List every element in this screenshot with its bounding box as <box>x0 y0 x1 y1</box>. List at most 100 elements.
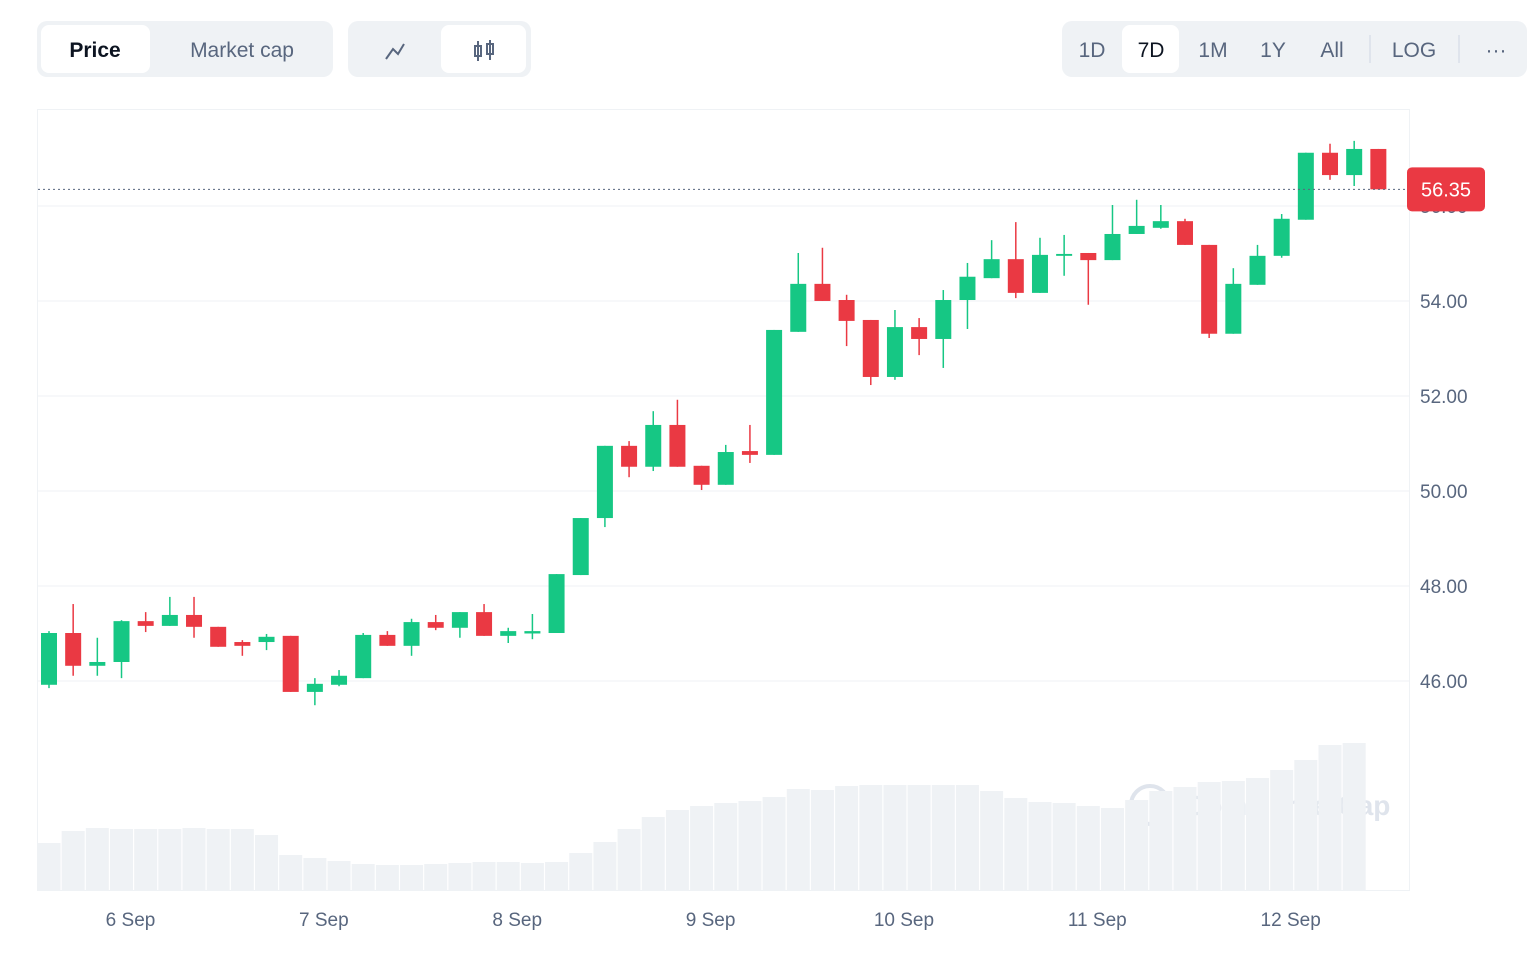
scale-button[interactable]: LOG <box>1392 39 1436 62</box>
volume-bar <box>1294 760 1318 890</box>
candle-body <box>1056 253 1073 256</box>
candle-body <box>524 631 541 634</box>
last-price-tag <box>1407 167 1485 212</box>
volume-bar <box>786 789 810 890</box>
volume-bar <box>182 828 206 890</box>
volume-bar <box>859 785 883 890</box>
candle-body <box>41 633 57 685</box>
candle-body <box>959 276 976 301</box>
candle-body <box>500 631 517 636</box>
volume-bar <box>545 862 569 890</box>
volume-bar <box>593 842 617 890</box>
volume-bar <box>279 855 303 890</box>
tab-active[interactable] <box>41 25 150 73</box>
candle-body <box>790 283 807 332</box>
y-tick-label: 52.00 <box>1420 387 1468 408</box>
volume-bar <box>762 797 786 890</box>
candle-body <box>234 642 251 646</box>
volume-bar <box>255 835 279 890</box>
volume-bar <box>351 864 375 890</box>
tab[interactable]: Price <box>69 39 120 62</box>
volume-bar <box>1318 745 1342 890</box>
volume-bar <box>1125 800 1149 890</box>
candle-body <box>1273 218 1290 256</box>
candle-body <box>1370 148 1387 190</box>
candle-body <box>476 612 493 636</box>
candle-icon[interactable] <box>474 40 494 61</box>
candle-body <box>717 452 734 485</box>
volume-bar <box>134 829 158 890</box>
volume-bar <box>424 864 448 890</box>
line-icon[interactable] <box>385 43 405 60</box>
range-active[interactable] <box>1122 25 1179 73</box>
candle-body <box>113 621 130 662</box>
candle-body <box>258 636 275 643</box>
x-tick-label: 11 Sep <box>1068 910 1127 931</box>
volume-bar <box>206 829 230 890</box>
more-button[interactable]: ··· <box>1486 39 1507 62</box>
candle-body <box>1007 259 1024 293</box>
range-button[interactable]: 1Y <box>1260 39 1286 62</box>
candle-body <box>814 283 831 301</box>
volume-bar <box>907 785 931 890</box>
range-button[interactable]: All <box>1320 39 1343 62</box>
volume-bar <box>110 829 134 890</box>
candle-body <box>1346 148 1363 176</box>
candle-body <box>1249 255 1266 285</box>
range-button[interactable]: 1D <box>1079 39 1106 62</box>
range-button[interactable]: 7D <box>1138 39 1165 62</box>
volume-bar <box>61 831 85 890</box>
volume-bar <box>303 858 327 890</box>
volume-bar <box>472 862 496 890</box>
range-button[interactable]: 1M <box>1198 39 1227 62</box>
x-tick-label: 10 Sep <box>874 910 934 931</box>
volume-bar <box>810 790 834 890</box>
volume-bar <box>375 865 399 890</box>
candle-body <box>282 635 299 692</box>
candle-body <box>306 683 323 692</box>
candle-button[interactable] <box>441 25 526 73</box>
volume-bar <box>641 817 665 890</box>
y-tick-label: 46.00 <box>1420 672 1468 693</box>
volume-bar <box>520 863 544 890</box>
volume-bar <box>665 810 689 890</box>
volume-bar <box>448 863 472 890</box>
candle-body <box>379 634 396 646</box>
volume-bar <box>1197 782 1221 890</box>
candle-body <box>1225 283 1242 334</box>
candle-body <box>935 300 952 339</box>
candle-body <box>766 329 783 455</box>
volume-bar <box>1173 787 1197 890</box>
plot-frame <box>37 109 1410 891</box>
volume-bar <box>230 829 254 890</box>
candle-body <box>65 633 82 666</box>
candle-body <box>911 327 928 339</box>
volume-bar <box>1052 803 1076 890</box>
volume-bar <box>955 785 979 890</box>
candle-body <box>596 445 613 519</box>
volume-bar <box>569 853 593 890</box>
volume-bar <box>738 801 762 890</box>
candle-body <box>161 614 178 626</box>
candle-body <box>451 612 468 628</box>
candle-body <box>1176 221 1193 245</box>
x-tick-label: 6 Sep <box>106 910 156 931</box>
candle-body <box>210 626 227 647</box>
candle-body <box>669 424 686 467</box>
candle-body <box>862 319 879 377</box>
volume-bar <box>327 861 351 890</box>
volume-bar <box>1221 781 1245 890</box>
volume-bar <box>980 791 1004 890</box>
volume-bar <box>1004 798 1028 890</box>
candle-body <box>548 574 565 634</box>
candle-body <box>1104 233 1121 261</box>
volume-bar <box>617 829 641 890</box>
candle-body <box>331 675 348 685</box>
y-tick-label: 48.00 <box>1420 577 1468 598</box>
candle-body <box>621 445 638 467</box>
volume-bar <box>1076 806 1100 890</box>
candle-body <box>1152 221 1169 228</box>
tab[interactable]: Market cap <box>190 39 294 62</box>
